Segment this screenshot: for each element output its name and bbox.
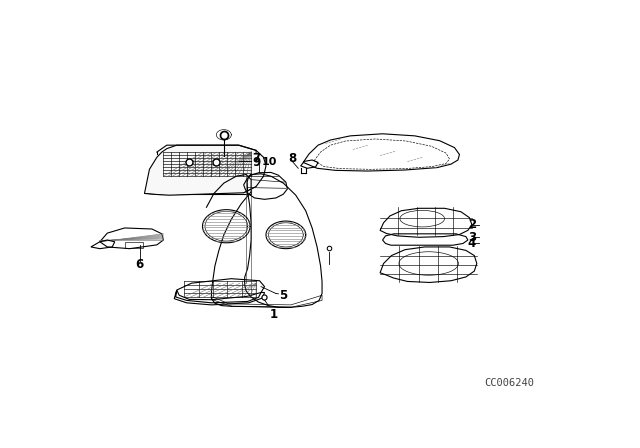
Text: 9: 9 bbox=[252, 156, 260, 169]
Text: 8: 8 bbox=[288, 152, 296, 165]
Polygon shape bbox=[145, 145, 266, 195]
Bar bbox=[125, 242, 143, 248]
Text: 6: 6 bbox=[136, 258, 143, 271]
Text: 1: 1 bbox=[269, 308, 278, 321]
Text: 4: 4 bbox=[468, 237, 476, 250]
Text: 3: 3 bbox=[468, 231, 476, 244]
Text: 5: 5 bbox=[279, 289, 287, 302]
Text: 10: 10 bbox=[262, 157, 277, 168]
Text: 7: 7 bbox=[252, 152, 260, 165]
Text: CC006240: CC006240 bbox=[484, 378, 534, 388]
Bar bbox=[159, 176, 251, 194]
Text: 2: 2 bbox=[468, 218, 476, 231]
